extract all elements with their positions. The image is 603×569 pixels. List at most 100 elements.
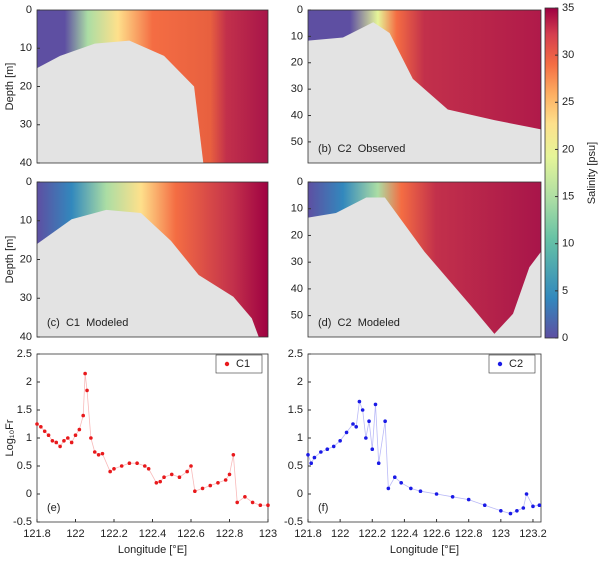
y-tick-label: -0.5 [284, 516, 303, 528]
frame [544, 7, 559, 339]
data-point [208, 483, 213, 488]
data-point [434, 492, 439, 496]
data-point [62, 439, 66, 443]
data-point [96, 453, 101, 457]
data-point [373, 402, 378, 407]
y-axis-label: Log₁₀Fr [4, 419, 16, 456]
data-point [360, 408, 365, 412]
y-tick-label: 20 [291, 57, 303, 69]
y-tick-label: 1.5 [288, 404, 303, 416]
data-point [54, 440, 59, 445]
x-tick-label: 122.4 [391, 528, 419, 540]
data-point [319, 450, 323, 454]
data-point [119, 464, 124, 468]
y-tick-label: 0.5 [288, 460, 303, 472]
legend-marker [224, 361, 230, 367]
y-tick-label: 30 [20, 292, 32, 304]
colorbar-tick-label: 15 [562, 190, 574, 202]
bathymetry [308, 22, 541, 163]
x-tick-label: 123 [492, 528, 510, 540]
data-point [39, 425, 43, 429]
series-line [36, 373, 268, 506]
frame [307, 9, 542, 164]
y-axis-label: Depth [m] [4, 63, 16, 111]
x-axis-label: Longitude [°E] [390, 544, 459, 556]
data-point [399, 481, 404, 485]
y-tick-label: 20 [20, 253, 32, 265]
legend-label: C2 [509, 358, 523, 370]
data-point [158, 479, 162, 484]
data-point [146, 467, 151, 471]
data-point [524, 492, 529, 496]
data-point [450, 495, 455, 499]
data-point [127, 461, 132, 466]
data-point [537, 503, 542, 508]
colorbar-tick-label: 35 [562, 2, 574, 14]
data-point [235, 500, 239, 505]
x-tick-label: 122 [66, 528, 84, 540]
x-tick-label: 122.6 [177, 528, 205, 540]
data-point [135, 461, 139, 466]
y-tick-label: 40 [291, 283, 303, 295]
data-point [112, 467, 116, 471]
data-point [409, 486, 413, 491]
data-point [309, 461, 314, 466]
data-point [364, 436, 368, 440]
data-point [508, 511, 513, 516]
legend-box [488, 354, 536, 374]
x-tick-label: 121.8 [294, 528, 322, 540]
x-tick-label: 122.8 [216, 528, 244, 540]
data-point [325, 447, 330, 452]
y-axis-label: Depth [m] [4, 236, 16, 284]
frame [36, 353, 269, 523]
y-tick-label: 2 [297, 376, 303, 388]
data-point [216, 481, 220, 485]
data-point [227, 472, 232, 477]
colorbar-tick-label: 10 [562, 238, 574, 250]
x-tick-label: 122.8 [455, 528, 483, 540]
x-axis-label: Longitude [°E] [118, 544, 187, 556]
data-point [258, 503, 263, 508]
panel-label: (d) C2 Modeled [318, 317, 400, 329]
x-tick-label: 121.8 [23, 528, 51, 540]
data-point [392, 475, 397, 480]
y-tick-label: 40 [20, 157, 32, 169]
data-point [306, 453, 310, 457]
y-tick-label: 2 [26, 376, 32, 388]
y-tick-label: 0 [26, 4, 32, 16]
data-point [357, 399, 362, 404]
data-point [338, 439, 342, 443]
y-tick-label: 30 [291, 83, 303, 95]
data-point [383, 419, 387, 424]
legend-marker [497, 361, 503, 367]
legend-label: C1 [236, 358, 250, 370]
x-tick-label: 122.6 [423, 528, 451, 540]
y-tick-label: 20 [20, 80, 32, 92]
data-point [243, 495, 247, 499]
data-point [189, 464, 193, 468]
data-point [81, 413, 85, 418]
data-point [77, 427, 82, 432]
y-tick-label: 10 [20, 215, 32, 227]
y-tick-label: 2.5 [288, 348, 303, 360]
y-tick-label: 0.5 [17, 460, 32, 472]
data-point [515, 509, 519, 513]
data-point [46, 433, 51, 438]
data-point [367, 419, 371, 424]
panel-label: (b) C2 Observed [318, 143, 405, 155]
y-tick-label: 30 [291, 256, 303, 268]
data-point [231, 453, 236, 457]
x-tick-label: 122 [331, 528, 349, 540]
y-tick-label: 0 [26, 176, 32, 188]
panel-label: (e) [47, 502, 60, 514]
y-tick-label: 10 [291, 203, 303, 215]
y-tick-label: 10 [291, 30, 303, 42]
data-point [531, 504, 535, 509]
y-tick-label: 50 [291, 136, 303, 148]
data-point [42, 429, 47, 434]
x-tick-label: 122.2 [100, 528, 128, 540]
data-point [266, 503, 270, 508]
data-point [312, 455, 317, 460]
colorbar-tick-label: 25 [562, 96, 574, 108]
